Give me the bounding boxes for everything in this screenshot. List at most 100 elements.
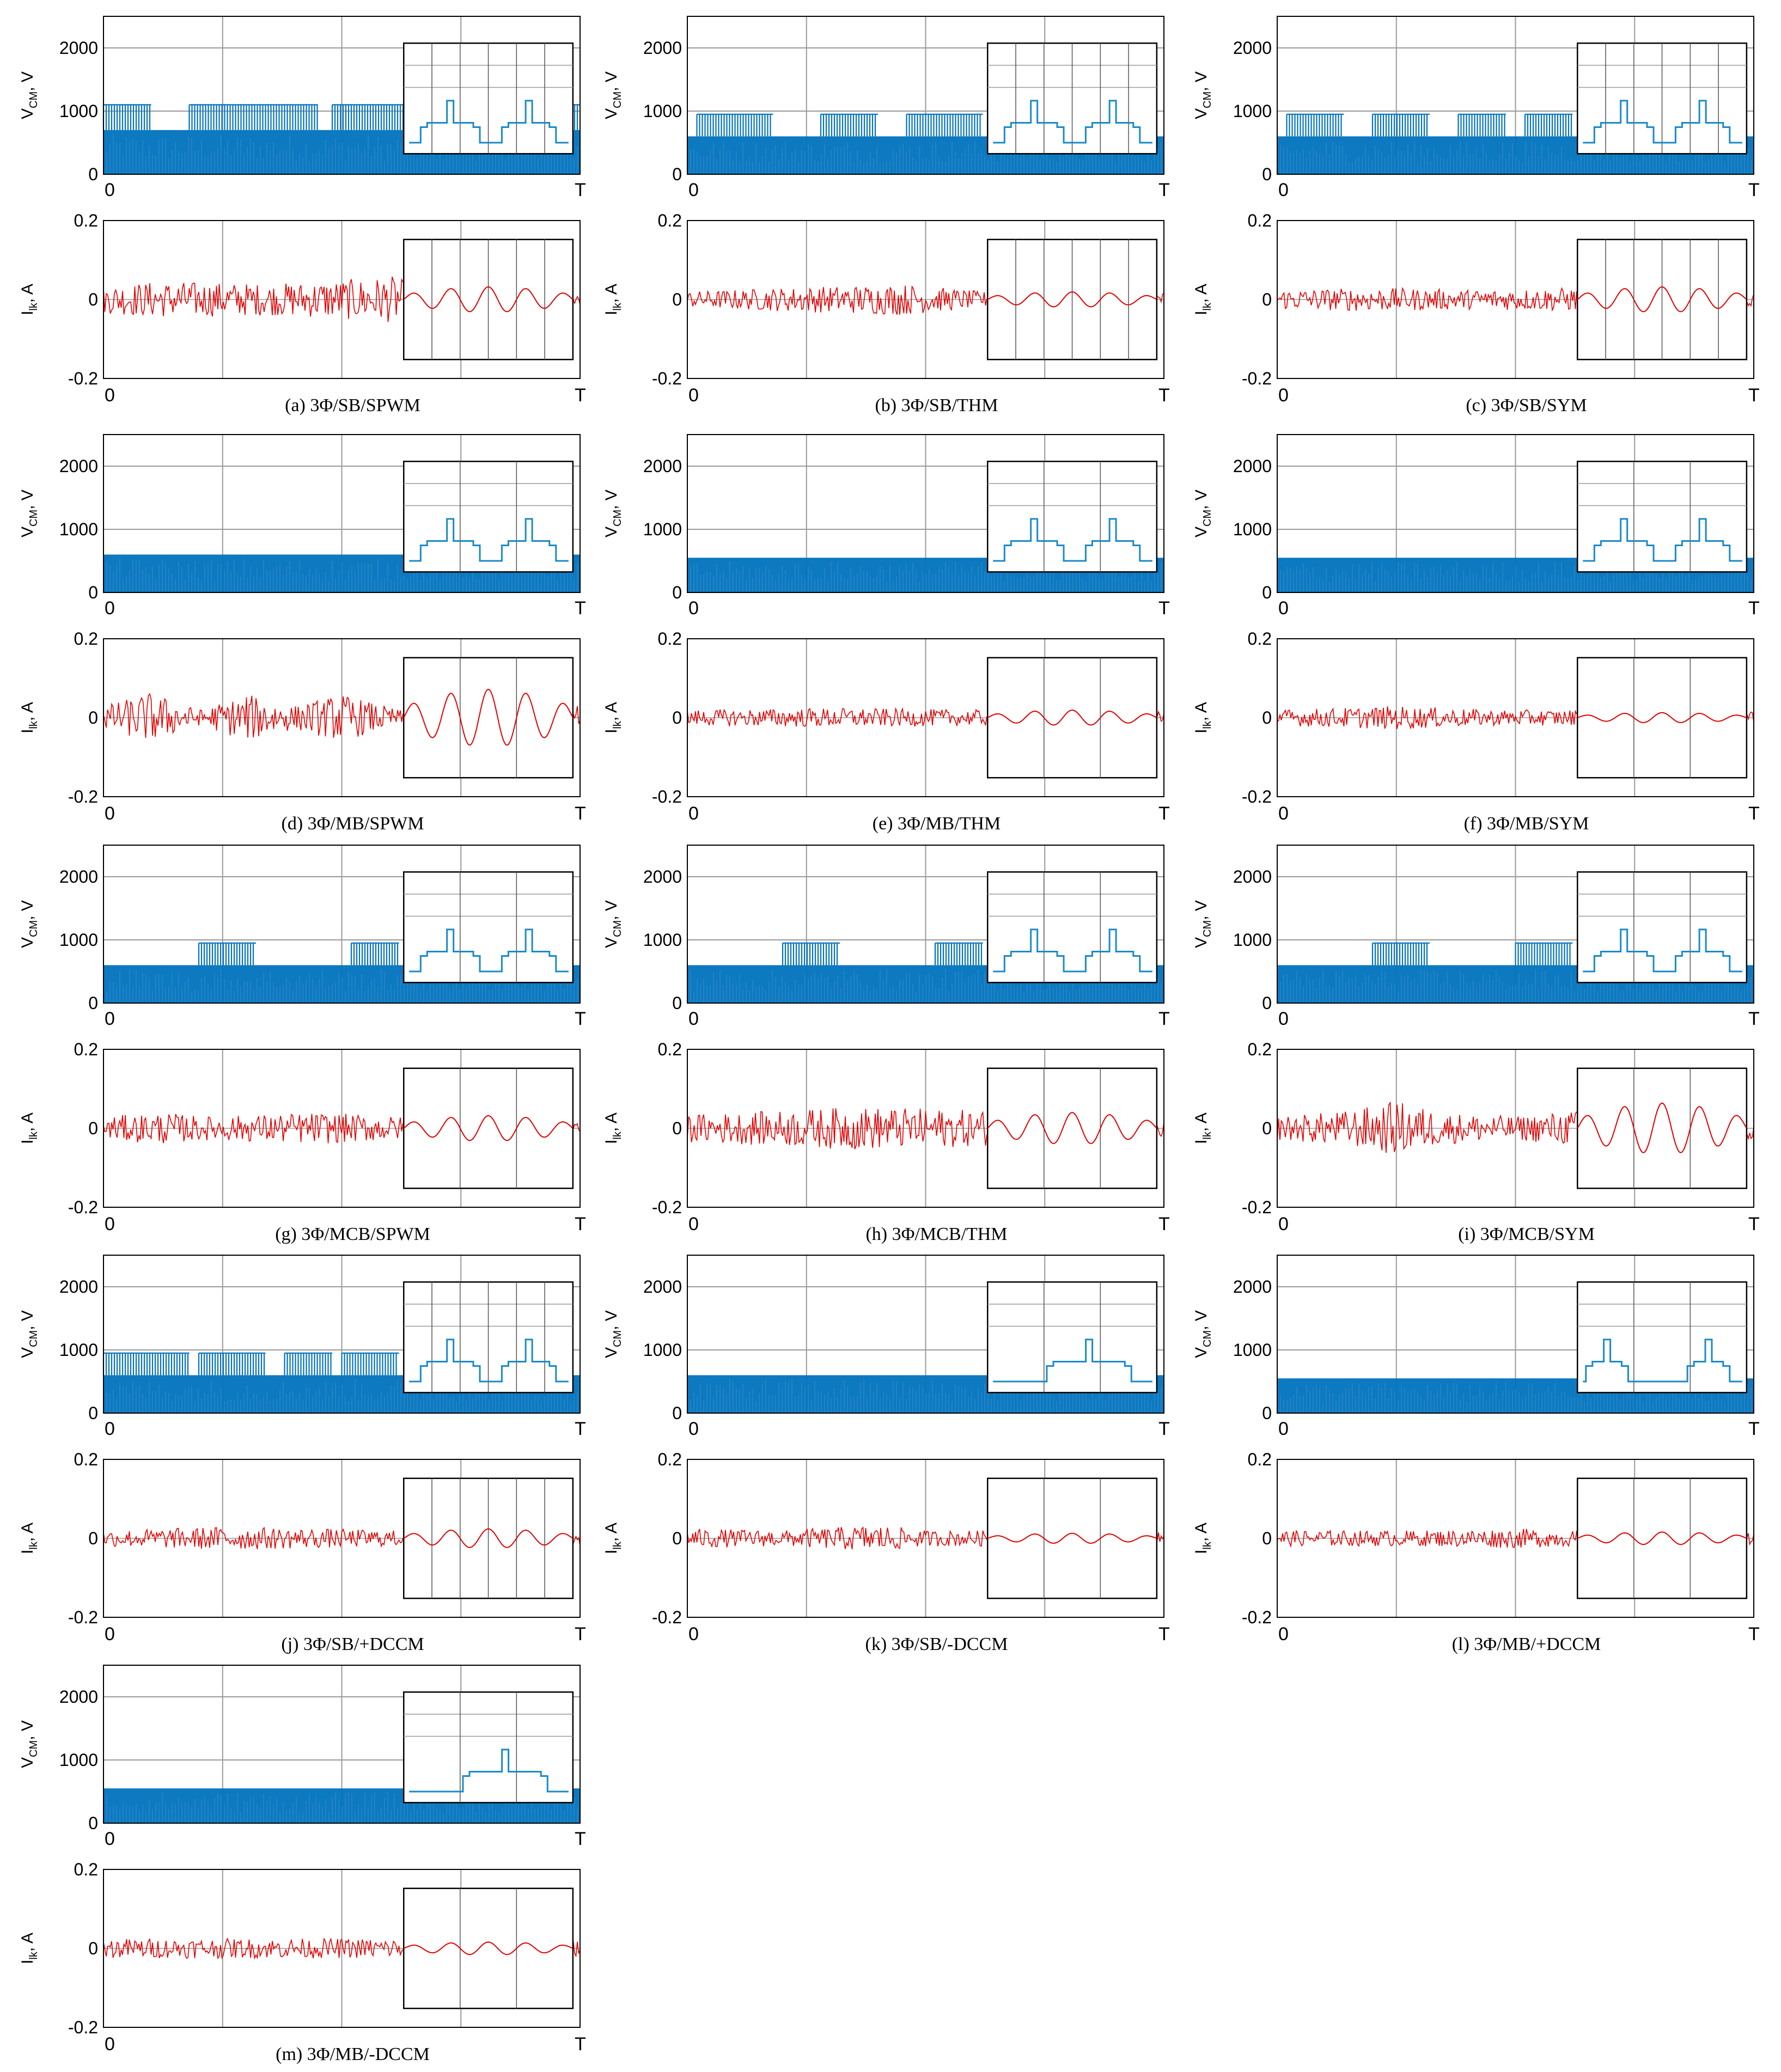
vcm-inset [1577,461,1748,573]
ilk-x-end: T [1158,1624,1170,1645]
vcm-plot: 0 1000 2000 VCM, V 0 T [19,16,586,200]
ilk-x-end: T [1158,1214,1170,1234]
ilk-tick-label: 0 [88,1939,98,1958]
ilk-inset [1577,239,1748,360]
subplot-g: 0 1000 2000 VCM, V 0 T -0.2 0 0.2 Ilk, A 0 T (g) 3Φ/… [19,845,586,1244]
vcm-inset-frame [987,871,1158,983]
vcm-x-start: 0 [105,1829,115,1849]
vcm-axes-frame [103,16,581,175]
ilk-signal [1746,294,1754,307]
vcm-y-label: VCM, V [19,71,40,119]
ilk-inset-wave [1577,1102,1747,1153]
vcm-peak-segment [934,942,983,965]
subplot-caption: (e) 3Φ/MB/THM [873,814,1001,834]
ilk-tick-label: -0.2 [1242,787,1272,806]
vcm-inset-wave [993,100,1152,144]
vcm-tick-label: 2000 [59,867,98,887]
subplot-caption: (m) 3Φ/MB/-DCCM [276,2044,430,2064]
vcm-x-start: 0 [1278,1419,1289,1439]
vcm-tick-label: 2000 [59,1277,98,1297]
ilk-x-start: 0 [105,803,115,824]
subplot-caption: (i) 3Φ/MCB/SYM [1458,1224,1595,1244]
vcm-x-start: 0 [688,180,699,200]
ilk-x-end: T [575,385,586,406]
vcm-x-start: 0 [105,598,115,619]
vcm-inset [987,871,1158,983]
ilk-inset-wave [1577,286,1747,313]
ilk-inset-wave [1577,712,1747,723]
ilk-axes-frame [103,1459,581,1618]
ilk-tick-label: 0 [88,290,98,309]
ilk-plot: -0.2 0 0.2 Ilk, A 0 T [602,629,1170,824]
vcm-y-label: VCM, V [602,1310,624,1358]
vcm-x-start: 0 [1278,598,1289,619]
ilk-inset-wave [403,1528,573,1548]
vcm-tick-label: 2000 [643,456,682,476]
vcm-plot: 0 1000 2000 VCM, V 0 T [19,1665,586,1849]
ilk-axes-frame [687,220,1164,379]
ilk-tick-label: 0 [1262,1118,1272,1138]
ilk-x-start: 0 [105,1624,115,1645]
ilk-tick-label: -0.2 [68,1197,98,1217]
ilk-axes-frame [1277,638,1754,797]
vcm-tick-label: 0 [88,1813,98,1833]
ilk-plot: -0.2 0 0.2 Ilk, A 0 T [1192,629,1760,824]
ilk-tick-label: 0.2 [74,1860,98,1879]
vcm-inset [987,461,1158,573]
vcm-peak-segment [1286,113,1344,137]
vcm-x-end: T [1748,180,1760,200]
vcm-inset-wave [409,1338,569,1383]
ilk-signal [572,1123,581,1132]
vcm-x-end: T [1158,598,1170,619]
ilk-axes-frame [1277,220,1754,379]
vcm-y-label: VCM, V [602,71,624,119]
vcm-y-label: VCM, V [602,900,624,948]
vcm-tick-label: 0 [672,583,682,602]
vcm-inset-frame [1577,1281,1748,1393]
subplot-caption: (b) 3Φ/SB/THM [875,395,998,415]
vcm-peak-segment [1457,113,1506,137]
vcm-tick-label: 1000 [59,1340,98,1360]
ilk-plot: -0.2 0 0.2 Ilk, A 0 T [19,629,586,824]
ilk-axes-frame [1277,1049,1754,1208]
vcm-axes-frame [103,845,581,1004]
ilk-signal [572,706,581,724]
vcm-tick-label: 1000 [643,101,682,121]
vcm-axes-frame [1277,1255,1754,1414]
vcm-y-label: VCM, V [1192,900,1213,948]
ilk-inset-wave [987,710,1157,726]
ilk-plot: -0.2 0 0.2 Ilk, A 0 T [1192,1450,1760,1645]
vcm-tick-label: 1000 [59,519,98,539]
vcm-x-end: T [1158,180,1170,200]
vcm-inset-frame [987,1281,1158,1393]
vcm-plot: 0 1000 2000 VCM, V 0 T [19,1255,586,1439]
vcm-tick-label: 2000 [643,38,682,58]
ilk-inset-frame [1577,657,1748,779]
vcm-tick-label: 2000 [59,1687,98,1707]
ilk-y-label: Ilk, A [602,1523,624,1554]
ilk-signal [687,707,987,727]
ilk-y-label: Ilk, A [19,702,40,734]
vcm-y-label: VCM, V [19,1310,40,1358]
ilk-inset [987,239,1158,360]
vcm-tick-label: 1000 [1233,519,1272,539]
ilk-y-label: Ilk, A [19,1933,40,1964]
vcm-tick-label: 0 [88,993,98,1013]
vcm-axes-frame [687,434,1164,593]
vcm-peak-segment [341,1352,399,1376]
ilk-y-label: Ilk, A [19,1113,40,1144]
vcm-tick-label: 2000 [1233,38,1272,58]
ilk-y-label: Ilk, A [1192,1113,1213,1144]
vcm-tick-label: 0 [1262,1403,1272,1423]
ilk-tick-label: 0.2 [1248,1450,1272,1469]
ilk-axes-frame [687,638,1164,797]
ilk-inset-frame [987,1477,1158,1599]
vcm-x-end: T [575,1829,586,1849]
ilk-y-label: Ilk, A [602,1113,624,1144]
subplot-caption: (j) 3Φ/SB/+DCCM [281,1634,424,1654]
ilk-x-end: T [575,2034,586,2055]
ilk-plot: -0.2 0 0.2 Ilk, A 0 T [602,1450,1170,1645]
ilk-x-start: 0 [1278,385,1289,406]
ilk-plot: -0.2 0 0.2 Ilk, A 0 T [602,1040,1170,1234]
